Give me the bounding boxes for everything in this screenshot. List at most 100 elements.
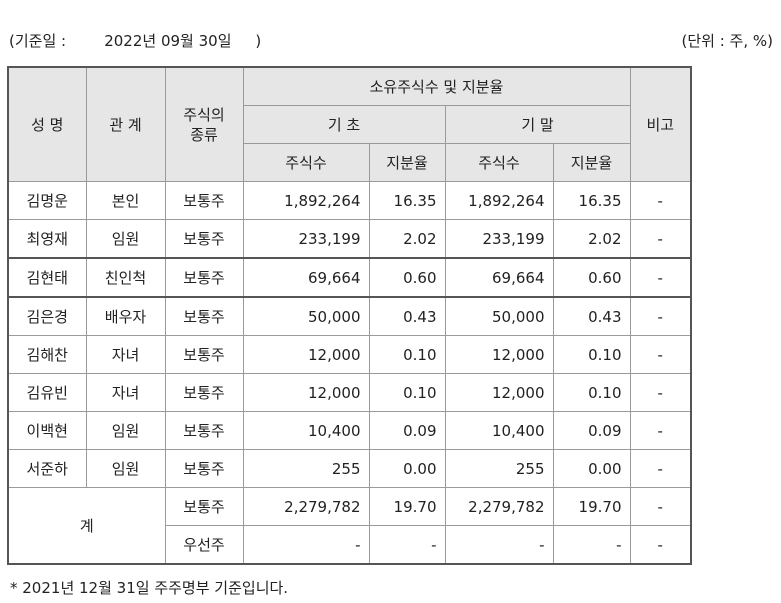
cell-type: 보통주 [164, 181, 244, 220]
cell-relation: 배우자 [85, 296, 166, 336]
cell-end-ratio: 16.35 [552, 181, 631, 220]
cell-end-shares: 12,000 [444, 373, 554, 412]
unit-label: (단위 : 주, %) [681, 32, 773, 50]
cell-note: - [629, 487, 692, 526]
cell-start-shares: 1,892,264 [242, 181, 370, 220]
cell-start-ratio: 0.60 [368, 257, 446, 298]
cell-start-shares: 12,000 [242, 335, 370, 374]
cell-name: 김해찬 [7, 335, 87, 374]
cell-relation: 친인척 [85, 257, 166, 298]
stock-type-header-text: 주식의 종류 [183, 105, 225, 144]
col-note-header: 비고 [629, 66, 692, 182]
col-relation-header: 관 계 [85, 66, 166, 182]
cell-end-ratio: 0.10 [552, 373, 631, 412]
cell-type: 보통주 [164, 411, 244, 450]
cell-start-ratio: - [368, 525, 446, 565]
cell-relation: 임원 [85, 219, 166, 259]
cell-relation: 임원 [85, 449, 166, 488]
col-end-header: 기 말 [444, 105, 631, 144]
col-start-shares-header: 주식수 [242, 143, 370, 182]
cell-end-ratio: 19.70 [552, 487, 631, 526]
cell-start-ratio: 0.09 [368, 411, 446, 450]
cell-note: - [629, 525, 692, 565]
base-date-label: (기준일 : 2022년 09월 30일 ) [9, 32, 262, 50]
cell-end-shares: 10,400 [444, 411, 554, 450]
col-holdings-header: 소유주식수 및 지분율 [242, 66, 631, 106]
table-row: 최영재 임원 보통주 233,199 2.02 233,199 2.02 - [7, 219, 692, 259]
cell-note: - [629, 373, 692, 412]
table-row: 김해찬 자녀 보통주 12,000 0.10 12,000 0.10 - [7, 335, 692, 374]
cell-start-ratio: 16.35 [368, 181, 446, 220]
cell-start-ratio: 2.02 [368, 219, 446, 259]
cell-relation: 본인 [85, 181, 166, 220]
cell-start-shares: 12,000 [242, 373, 370, 412]
cell-end-shares: 50,000 [444, 296, 554, 336]
cell-note: - [629, 449, 692, 488]
cell-name: 김현태 [7, 257, 87, 298]
cell-start-ratio: 0.10 [368, 373, 446, 412]
table-row: 김유빈 자녀 보통주 12,000 0.10 12,000 0.10 - [7, 373, 692, 412]
col-stock-type-header: 주식의 종류 [164, 66, 244, 182]
cell-end-ratio: 0.43 [552, 296, 631, 336]
cell-start-shares: 233,199 [242, 219, 370, 259]
cell-start-shares: 10,400 [242, 411, 370, 450]
cell-name: 최영재 [7, 219, 87, 259]
cell-name: 서준하 [7, 449, 87, 488]
cell-end-ratio: 0.00 [552, 449, 631, 488]
cell-relation: 임원 [85, 411, 166, 450]
cell-end-ratio: 2.02 [552, 219, 631, 259]
cell-start-ratio: 0.10 [368, 335, 446, 374]
table-row: 김은경 배우자 보통주 50,000 0.43 50,000 0.43 - [7, 296, 692, 336]
cell-type: 보통주 [164, 335, 244, 374]
total-label: 계 [7, 487, 166, 565]
footnote: * 2021년 12월 31일 주주명부 기준입니다. [10, 579, 289, 597]
cell-end-shares: 2,279,782 [444, 487, 554, 526]
cell-type: 보통주 [164, 296, 244, 336]
cell-start-ratio: 0.43 [368, 296, 446, 336]
total-row-preferred: 우선주 - - - - - [8, 525, 692, 565]
cell-end-shares: 69,664 [444, 257, 554, 298]
col-name-header: 성 명 [7, 66, 87, 182]
cell-start-ratio: 0.00 [368, 449, 446, 488]
table-row: 이백현 임원 보통주 10,400 0.09 10,400 0.09 - [7, 411, 692, 450]
cell-start-shares: 2,279,782 [242, 487, 370, 526]
cell-note: - [629, 257, 692, 298]
cell-end-ratio: 0.60 [552, 257, 631, 298]
cell-name: 김명운 [7, 181, 87, 220]
cell-end-shares: - [444, 525, 554, 565]
cell-end-shares: 1,892,264 [444, 181, 554, 220]
cell-end-shares: 12,000 [444, 335, 554, 374]
table-row: 김현태 친인척 보통주 69,664 0.60 69,664 0.60 - [7, 257, 692, 298]
cell-type: 보통주 [164, 373, 244, 412]
cell-end-ratio: - [552, 525, 631, 565]
cell-note: - [629, 335, 692, 374]
cell-start-shares: 69,664 [242, 257, 370, 298]
cell-note: - [629, 296, 692, 336]
cell-name: 김은경 [7, 296, 87, 336]
col-start-ratio-header: 지분율 [368, 143, 446, 182]
cell-note: - [629, 219, 692, 259]
cell-type: 보통주 [164, 449, 244, 488]
cell-end-ratio: 0.09 [552, 411, 631, 450]
cell-type: 보통주 [164, 257, 244, 298]
cell-name: 김유빈 [7, 373, 87, 412]
table-row: 서준하 임원 보통주 255 0.00 255 0.00 - [7, 449, 692, 488]
total-row-common: 계 보통주 2,279,782 19.70 2,279,782 19.70 - [7, 487, 692, 565]
cell-type: 보통주 [164, 219, 244, 259]
cell-start-ratio: 19.70 [368, 487, 446, 526]
cell-type: 보통주 [164, 487, 244, 526]
table-row: 김명운 본인 보통주 1,892,264 16.35 1,892,264 16.… [7, 181, 692, 220]
cell-end-ratio: 0.10 [552, 335, 631, 374]
cell-name: 이백현 [7, 411, 87, 450]
cell-start-shares: - [242, 525, 370, 565]
cell-note: - [629, 411, 692, 450]
col-end-shares-header: 주식수 [444, 143, 554, 182]
cell-start-shares: 255 [242, 449, 370, 488]
cell-relation: 자녀 [85, 373, 166, 412]
cell-end-shares: 255 [444, 449, 554, 488]
col-start-header: 기 초 [242, 105, 446, 144]
cell-start-shares: 50,000 [242, 296, 370, 336]
shareholding-table: 성 명 관 계 주식의 종류 소유주식수 및 지분율 비고 기 초 기 말 주식… [7, 66, 692, 565]
cell-note: - [629, 181, 692, 220]
col-end-ratio-header: 지분율 [552, 143, 631, 182]
